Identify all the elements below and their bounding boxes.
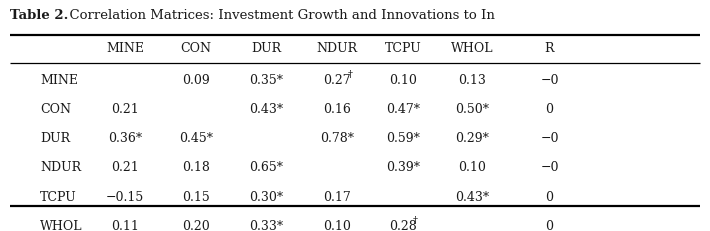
- Text: 0.78*: 0.78*: [320, 132, 354, 145]
- Text: 0.13: 0.13: [458, 74, 486, 87]
- Text: 0.11: 0.11: [111, 219, 139, 231]
- Text: Table 2.: Table 2.: [10, 9, 68, 22]
- Text: 0.33*: 0.33*: [249, 219, 284, 231]
- Text: CON: CON: [40, 103, 71, 116]
- Text: −0: −0: [540, 74, 559, 87]
- Text: WHOL: WHOL: [40, 219, 83, 231]
- Text: Correlation Matrices: Investment Growth and Innovations to In: Correlation Matrices: Investment Growth …: [61, 9, 495, 22]
- Text: 0.17: 0.17: [324, 190, 351, 203]
- Text: 0.27: 0.27: [324, 74, 351, 87]
- Text: DUR: DUR: [40, 132, 70, 145]
- Text: 0.15: 0.15: [182, 190, 209, 203]
- Text: 0: 0: [545, 219, 554, 231]
- Text: −0: −0: [540, 161, 559, 174]
- Text: 0.43*: 0.43*: [249, 103, 284, 116]
- Text: 0.59*: 0.59*: [386, 132, 420, 145]
- Text: 0.36*: 0.36*: [108, 132, 142, 145]
- Text: †: †: [347, 70, 352, 79]
- Text: DUR: DUR: [251, 42, 282, 55]
- Text: 0.21: 0.21: [111, 103, 139, 116]
- Text: −0: −0: [540, 132, 559, 145]
- Text: 0.30*: 0.30*: [249, 190, 284, 203]
- Text: 0.16: 0.16: [323, 103, 351, 116]
- Text: 0.43*: 0.43*: [454, 190, 488, 203]
- Text: 0.65*: 0.65*: [250, 161, 283, 174]
- Text: WHOL: WHOL: [450, 42, 493, 55]
- Text: TCPU: TCPU: [40, 190, 77, 203]
- Text: 0.29*: 0.29*: [454, 132, 488, 145]
- Text: 0.47*: 0.47*: [386, 103, 420, 116]
- Text: NDUR: NDUR: [40, 161, 82, 174]
- Text: 0.45*: 0.45*: [179, 132, 213, 145]
- Text: CON: CON: [180, 42, 212, 55]
- Text: 0.39*: 0.39*: [386, 161, 420, 174]
- Text: MINE: MINE: [40, 74, 78, 87]
- Text: TCPU: TCPU: [385, 42, 422, 55]
- Text: 0.20: 0.20: [182, 219, 209, 231]
- Text: R: R: [545, 42, 555, 55]
- Text: −0.15: −0.15: [106, 190, 144, 203]
- Text: 0.50*: 0.50*: [454, 103, 488, 116]
- Text: 0: 0: [545, 103, 554, 116]
- Text: 0.10: 0.10: [458, 161, 486, 174]
- Text: 0.28: 0.28: [389, 219, 417, 231]
- Text: 0.18: 0.18: [182, 161, 210, 174]
- Text: 0.21: 0.21: [111, 161, 139, 174]
- Text: 0.35*: 0.35*: [250, 74, 283, 87]
- Text: 0.10: 0.10: [323, 219, 351, 231]
- Text: 0: 0: [545, 190, 554, 203]
- Text: MINE: MINE: [106, 42, 144, 55]
- Text: 0.10: 0.10: [389, 74, 417, 87]
- Text: †: †: [413, 215, 418, 224]
- Text: NDUR: NDUR: [317, 42, 358, 55]
- Text: 0.09: 0.09: [182, 74, 209, 87]
